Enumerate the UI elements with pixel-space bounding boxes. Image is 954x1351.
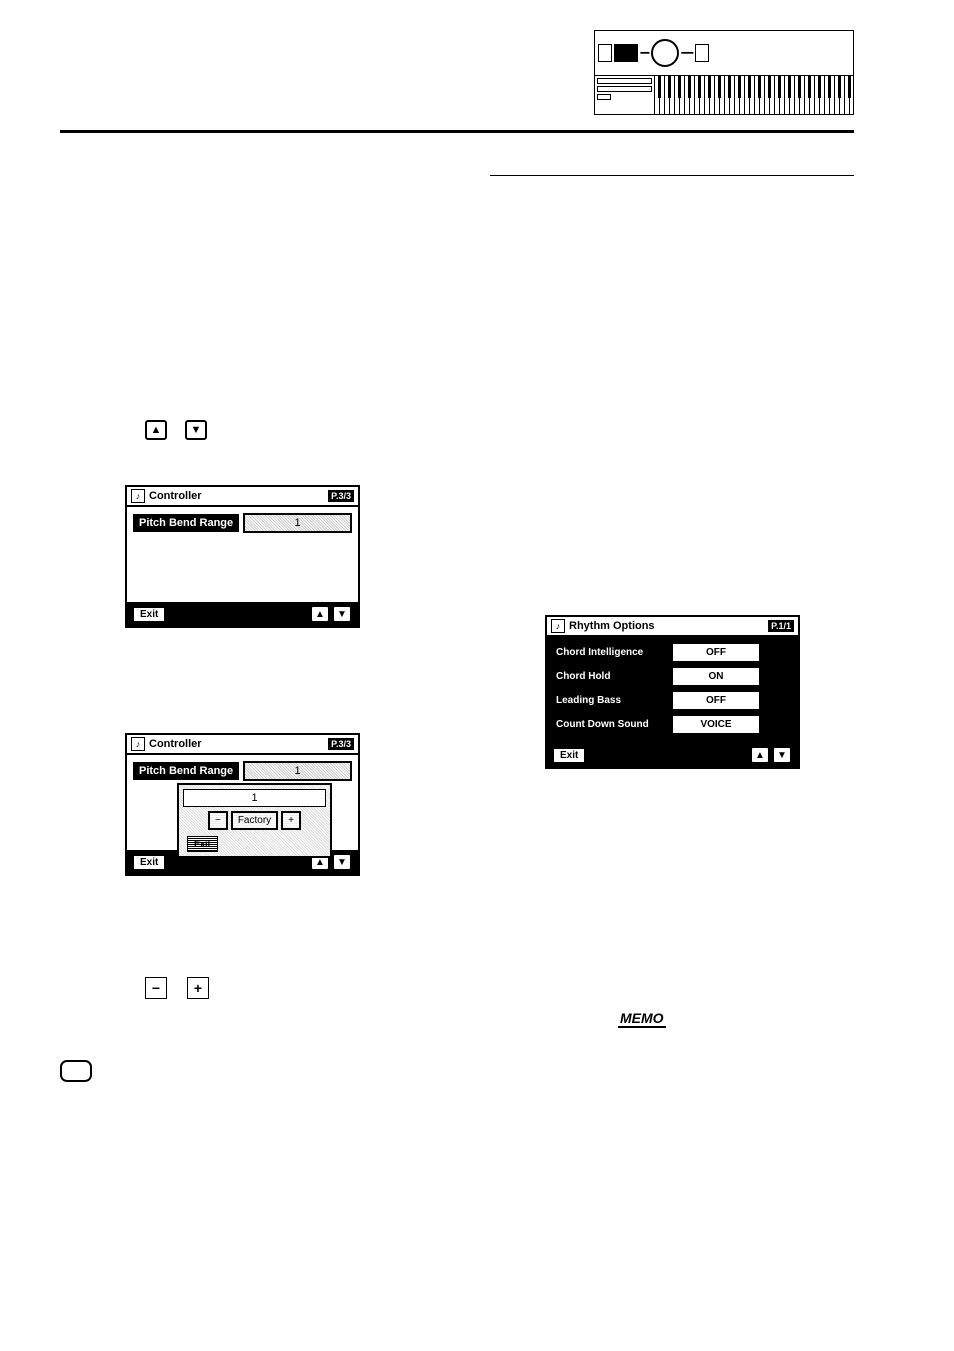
param-label: Leading Bass <box>552 692 667 709</box>
arrow-buttons-inline: ▲ ▼ <box>145 420 207 440</box>
param-label: Pitch Bend Range <box>133 762 239 780</box>
lcd-screen-controller-popup: ♪ Controller P.3/3 Pitch Bend Range 1 1 … <box>125 733 360 876</box>
exit-button[interactable]: Exit <box>553 748 585 763</box>
down-arrow-button[interactable]: ▼ <box>332 853 352 871</box>
lcd-screen-rhythm-options: ♪ Rhythm Options P.1/1 Chord Intelligenc… <box>545 615 800 769</box>
plus-minus-inline: − + <box>145 977 209 999</box>
down-arrow-button[interactable]: ▼ <box>185 420 207 440</box>
keyboard-left-controls <box>595 76 655 114</box>
keyboard-keys-row <box>595 76 853 114</box>
memo-indicator: MEMO <box>618 1010 666 1028</box>
page-indicator: P.1/1 <box>768 620 794 632</box>
header-divider <box>60 130 854 133</box>
param-label: Chord Hold <box>552 668 667 685</box>
param-value[interactable]: OFF <box>671 690 761 711</box>
param-value[interactable]: VOICE <box>671 714 761 735</box>
lcd-param-row: Pitch Bend Range 1 <box>133 513 352 533</box>
lcd-titlebar: ♪ Rhythm Options P.1/1 <box>547 617 798 637</box>
rounded-button[interactable] <box>60 1060 92 1082</box>
panel-block <box>598 44 612 62</box>
lcd-footer: Exit ▲ ▼ <box>547 743 798 767</box>
panel-dashes: ▪▪▪▪▪▪▪▪ <box>681 50 693 57</box>
lcd-title: Controller <box>149 738 202 750</box>
up-arrow-button[interactable]: ▲ <box>310 605 330 623</box>
memo-icon: MEMO <box>618 1010 666 1028</box>
lcd-title: Controller <box>149 490 202 502</box>
exit-button[interactable]: Exit <box>133 855 165 870</box>
lcd-param-row: Pitch Bend Range 1 <box>133 761 352 781</box>
minus-button[interactable]: − <box>208 811 228 830</box>
exit-button[interactable]: Exit <box>133 607 165 622</box>
popup-value: 1 <box>183 789 326 807</box>
lcd-screen-controller: ♪ Controller P.3/3 Pitch Bend Range 1 Ex… <box>125 485 360 628</box>
keyboard-diagram: ▪▪▪▪▪▪ ▪▪▪▪▪▪▪▪ <box>594 30 854 115</box>
param-value[interactable]: ON <box>671 666 761 687</box>
highlighted-button <box>651 39 679 67</box>
popup-exit-button[interactable]: Exit <box>187 836 218 852</box>
up-arrow-button[interactable]: ▲ <box>750 746 770 764</box>
param-value[interactable]: OFF <box>671 642 761 663</box>
lcd-titlebar: ♪ Controller P.3/3 <box>127 735 358 755</box>
panel-block <box>695 44 709 62</box>
panel-block <box>614 44 638 62</box>
param-label: Chord Intelligence <box>552 644 667 661</box>
lcd-title: Rhythm Options <box>569 620 655 632</box>
lcd-body: Chord Intelligence OFF Chord Hold ON Lea… <box>547 637 798 743</box>
param-label: Pitch Bend Range <box>133 514 239 532</box>
lcd-param-row: Leading Bass OFF <box>552 690 793 711</box>
param-value[interactable]: 1 <box>243 513 352 533</box>
down-arrow-button[interactable]: ▼ <box>772 746 792 764</box>
rounded-button-inline <box>60 1060 92 1082</box>
panel-dashes: ▪▪▪▪▪▪ <box>640 50 649 57</box>
minus-button[interactable]: − <box>145 977 167 999</box>
lcd-body: Pitch Bend Range 1 1 − Factory + Exit <box>127 755 358 850</box>
lcd-param-row: Chord Hold ON <box>552 666 793 687</box>
music-icon: ♪ <box>131 737 145 751</box>
factory-button[interactable]: Factory <box>231 811 278 830</box>
down-arrow-button[interactable]: ▼ <box>332 605 352 623</box>
plus-button[interactable]: + <box>281 811 301 830</box>
keyboard-panel-top: ▪▪▪▪▪▪ ▪▪▪▪▪▪▪▪ <box>595 31 853 76</box>
lcd-footer: Exit ▲ ▼ <box>127 602 358 626</box>
param-label: Count Down Sound <box>552 716 667 733</box>
page-indicator: P.3/3 <box>328 490 354 502</box>
lcd-titlebar: ♪ Controller P.3/3 <box>127 487 358 507</box>
value-popup: 1 − Factory + Exit <box>177 783 332 858</box>
piano-keys <box>655 76 853 114</box>
column-divider <box>490 175 854 176</box>
lcd-body: Pitch Bend Range 1 <box>127 507 358 602</box>
plus-button[interactable]: + <box>187 977 209 999</box>
music-icon: ♪ <box>551 619 565 633</box>
param-value[interactable]: 1 <box>243 761 352 781</box>
page-indicator: P.3/3 <box>328 738 354 750</box>
lcd-param-row: Chord Intelligence OFF <box>552 642 793 663</box>
lcd-param-row: Count Down Sound VOICE <box>552 714 793 735</box>
up-arrow-button[interactable]: ▲ <box>145 420 167 440</box>
music-icon: ♪ <box>131 489 145 503</box>
